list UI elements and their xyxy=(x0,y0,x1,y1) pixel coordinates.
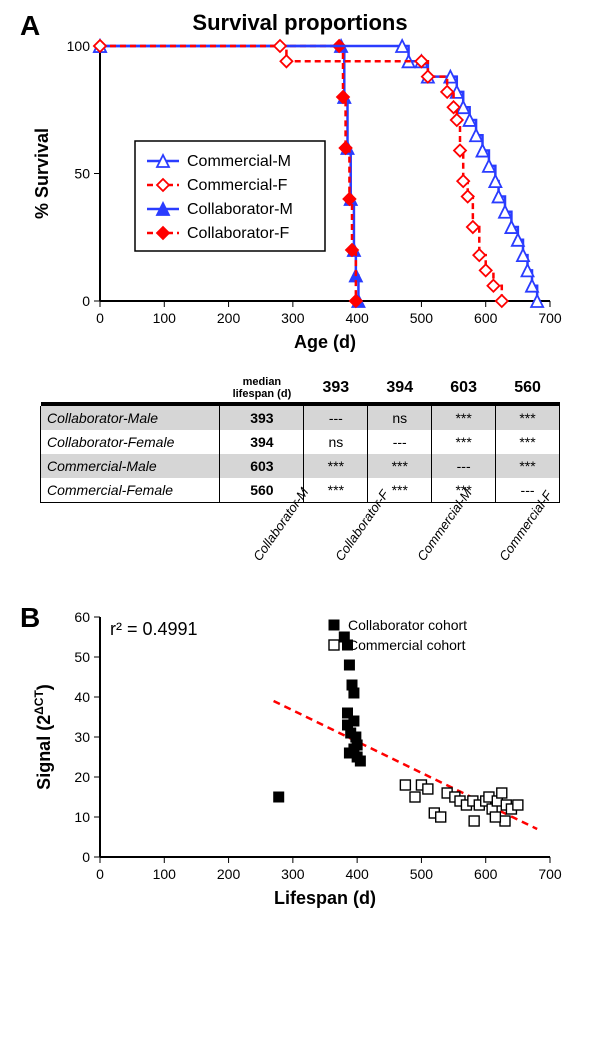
svg-text:600: 600 xyxy=(474,310,498,326)
svg-text:40: 40 xyxy=(74,689,90,705)
svg-text:0: 0 xyxy=(96,866,104,882)
svg-text:600: 600 xyxy=(474,866,498,882)
svg-text:0: 0 xyxy=(82,849,90,865)
svg-text:400: 400 xyxy=(345,866,369,882)
svg-text:700: 700 xyxy=(538,310,562,326)
svg-text:700: 700 xyxy=(538,866,562,882)
r-squared-label: r² = 0.4991 xyxy=(110,619,198,639)
svg-text:10: 10 xyxy=(74,809,90,825)
panel-a-title: Survival proportions xyxy=(20,10,580,36)
svg-text:0: 0 xyxy=(96,310,104,326)
svg-text:Collaborator-F: Collaborator-F xyxy=(187,225,289,242)
svg-text:500: 500 xyxy=(410,866,434,882)
svg-text:100: 100 xyxy=(67,38,91,54)
svg-text:50: 50 xyxy=(74,166,90,182)
svg-text:20: 20 xyxy=(74,769,90,785)
svg-text:Commercial-F: Commercial-F xyxy=(187,177,288,194)
svg-text:200: 200 xyxy=(217,310,241,326)
svg-text:200: 200 xyxy=(217,866,241,882)
svg-text:Age (d): Age (d) xyxy=(294,332,356,352)
svg-text:Collaborator cohort: Collaborator cohort xyxy=(348,617,467,633)
svg-text:0: 0 xyxy=(82,293,90,309)
svg-text:30: 30 xyxy=(74,729,90,745)
survival-chart: 0 100 200 300 400 500 600 700 0 50 100 Age (d) % Sur… xyxy=(30,36,570,356)
svg-text:Collaborator-M: Collaborator-M xyxy=(187,201,293,218)
svg-text:Signal (2ΔCT): Signal (2ΔCT) xyxy=(32,684,54,790)
svg-text:50: 50 xyxy=(74,649,90,665)
scatter-chart: 0 100 200 300 400 500 600 700 0 10 20 30 40 50 60 Lifes… xyxy=(30,602,570,912)
svg-text:Commercial-M: Commercial-M xyxy=(187,153,291,170)
svg-text:Commercial cohort: Commercial cohort xyxy=(348,637,466,653)
svg-text:Lifespan (d): Lifespan (d) xyxy=(274,888,376,908)
svg-text:100: 100 xyxy=(153,310,177,326)
svg-text:400: 400 xyxy=(345,310,369,326)
svg-text:500: 500 xyxy=(410,310,434,326)
svg-text:60: 60 xyxy=(74,609,90,625)
svg-text:100: 100 xyxy=(153,866,177,882)
svg-text:300: 300 xyxy=(281,866,305,882)
stats-table: medianlifespan (d)393394603560Collaborat… xyxy=(40,374,560,590)
panel-b-label: B xyxy=(20,602,40,634)
svg-text:300: 300 xyxy=(281,310,305,326)
panel-a-label: A xyxy=(20,10,40,42)
svg-text:% Survival: % Survival xyxy=(32,128,52,219)
